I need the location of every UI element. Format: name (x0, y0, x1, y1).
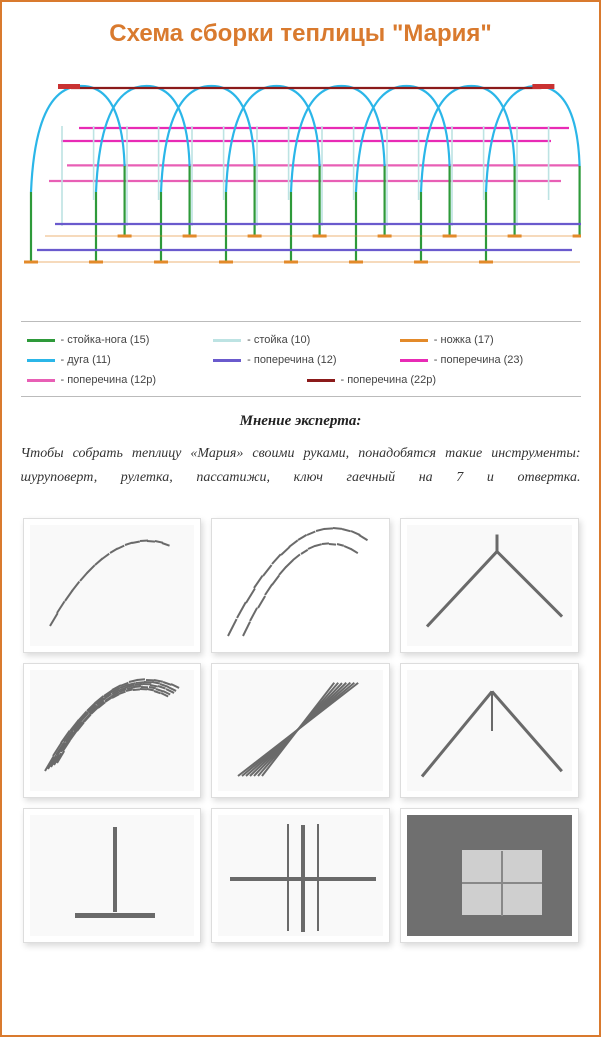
photo-inner (407, 815, 572, 936)
legend-item: - поперечина (22р) (301, 370, 581, 390)
legend-swatch (400, 359, 428, 362)
divider (21, 396, 581, 397)
photo-inner (218, 525, 383, 646)
photo-apex-joint (400, 663, 579, 798)
legend: - стойка-нога (15) - стойка (10) - ножка (… (21, 321, 581, 390)
legend-label: - стойка (10) (247, 334, 310, 346)
legend-label: - поперечина (12р) (61, 374, 157, 386)
photo-joint-top (400, 518, 579, 653)
photo-inner (218, 815, 383, 936)
legend-label: - ножка (17) (434, 334, 494, 346)
photo-inner (218, 670, 383, 791)
legend-swatch (27, 339, 55, 342)
legend-item: - поперечина (12р) (21, 370, 301, 390)
legend-item: - ножка (17) (394, 330, 581, 350)
photo-inner (30, 815, 195, 936)
photo-arc-end (23, 518, 202, 653)
photo-inner (407, 525, 572, 646)
legend-item: - стойка (10) (207, 330, 394, 350)
expert-text: Чтобы собрать теплицу «Мария» своими рук… (21, 442, 581, 490)
photo-inner (30, 670, 195, 791)
greenhouse-diagram (21, 56, 581, 311)
photo-door-frame (400, 808, 579, 943)
legend-item: - поперечина (12) (207, 350, 394, 370)
legend-item: - дуга (11) (21, 350, 208, 370)
legend-label: - дуга (11) (61, 354, 111, 366)
legend-label: - стойка-нога (15) (61, 334, 150, 346)
photo-foot-tee (23, 808, 202, 943)
photo-cross-joint (211, 808, 390, 943)
photo-inner (407, 670, 572, 791)
legend-item: - поперечина (23) (394, 350, 581, 370)
legend-label: - поперечина (12) (247, 354, 336, 366)
photo-gallery (21, 518, 581, 943)
photo-profiles-bundle (211, 663, 390, 798)
legend-swatch (27, 379, 55, 382)
legend-label: - поперечина (22р) (341, 374, 437, 386)
page-title: Схема сборки теплицы "Мария" (2, 2, 599, 56)
legend-swatch (27, 359, 55, 362)
legend-label: - поперечина (23) (434, 354, 523, 366)
photo-inner (30, 525, 195, 646)
photo-arc-white (211, 518, 390, 653)
legend-item: - стойка-нога (15) (21, 330, 208, 350)
legend-swatch (400, 339, 428, 342)
photo-arcs-stack (23, 663, 202, 798)
legend-swatch (213, 359, 241, 362)
page-frame: Схема сборки теплицы "Мария" - стойка-но… (0, 0, 601, 1037)
legend-swatch (213, 339, 241, 342)
diagram-svg (21, 56, 581, 311)
expert-heading: Мнение эксперта: (2, 413, 599, 430)
legend-swatch (307, 379, 335, 382)
